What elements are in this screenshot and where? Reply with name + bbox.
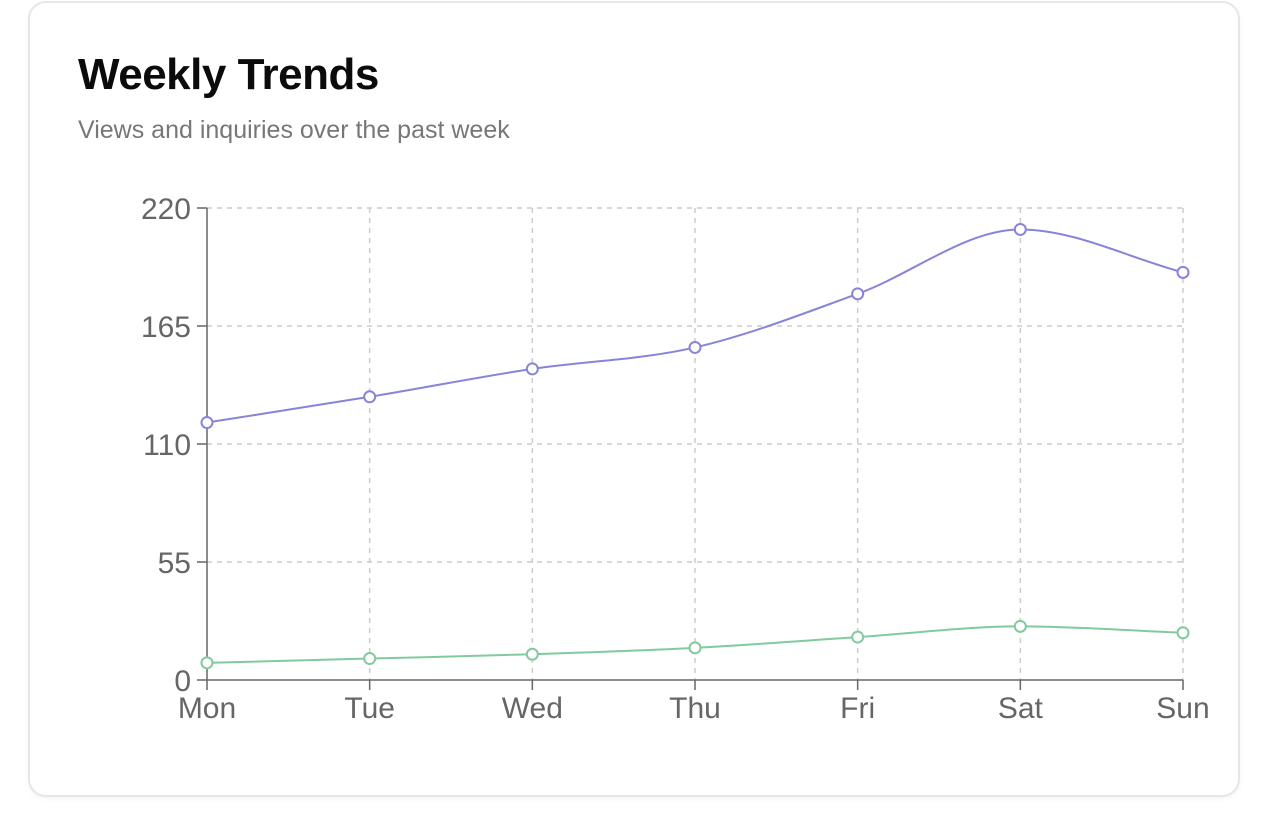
series-2-point (851, 630, 865, 644)
series-2-point (363, 652, 377, 666)
chart-series (200, 222, 1190, 670)
series-1-point (851, 287, 865, 301)
series-2-point (525, 647, 539, 661)
chart-subtitle: Views and inquiries over the past week (78, 116, 510, 144)
x-tick-label: Fri (840, 692, 875, 725)
y-tick-label: 55 (158, 547, 191, 580)
series-1-point (363, 390, 377, 404)
series-1-point (200, 416, 214, 430)
y-tick-label: 165 (141, 311, 191, 344)
x-tick-label: Sun (1156, 692, 1209, 725)
x-tick-label: Tue (344, 692, 395, 725)
series-1-point (1013, 222, 1027, 236)
x-tick-label: Thu (669, 692, 721, 725)
series-2-point (200, 656, 214, 670)
chart-axes (197, 207, 1184, 690)
x-tick-label: Wed (502, 692, 563, 725)
series-1-point (1176, 265, 1190, 279)
series-1-point (688, 340, 702, 354)
series-2-point (1013, 619, 1027, 633)
chart-tick-labels: 0 55 110 165 220 Mon Tue Wed Thu Fri Sat Sun (141, 193, 1210, 725)
y-tick-label: 220 (141, 193, 191, 226)
chart-grid (207, 207, 1184, 680)
series-2-point (1176, 626, 1190, 640)
x-tick-label: Sat (998, 692, 1044, 725)
y-tick-label: 0 (174, 665, 191, 698)
chart-card (28, 1, 1240, 797)
series-2-point (688, 641, 702, 655)
x-tick-label: Mon (178, 692, 236, 725)
chart-title: Weekly Trends (78, 50, 379, 99)
series-1-point (525, 362, 539, 376)
y-tick-label: 110 (143, 429, 191, 462)
